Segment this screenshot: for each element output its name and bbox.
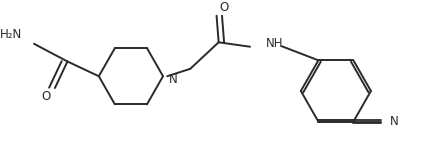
- Text: O: O: [41, 90, 50, 103]
- Text: N: N: [390, 115, 399, 128]
- Text: O: O: [219, 1, 229, 14]
- Text: NH: NH: [266, 37, 283, 50]
- Text: N: N: [169, 73, 178, 86]
- Text: H₂N: H₂N: [0, 28, 22, 41]
